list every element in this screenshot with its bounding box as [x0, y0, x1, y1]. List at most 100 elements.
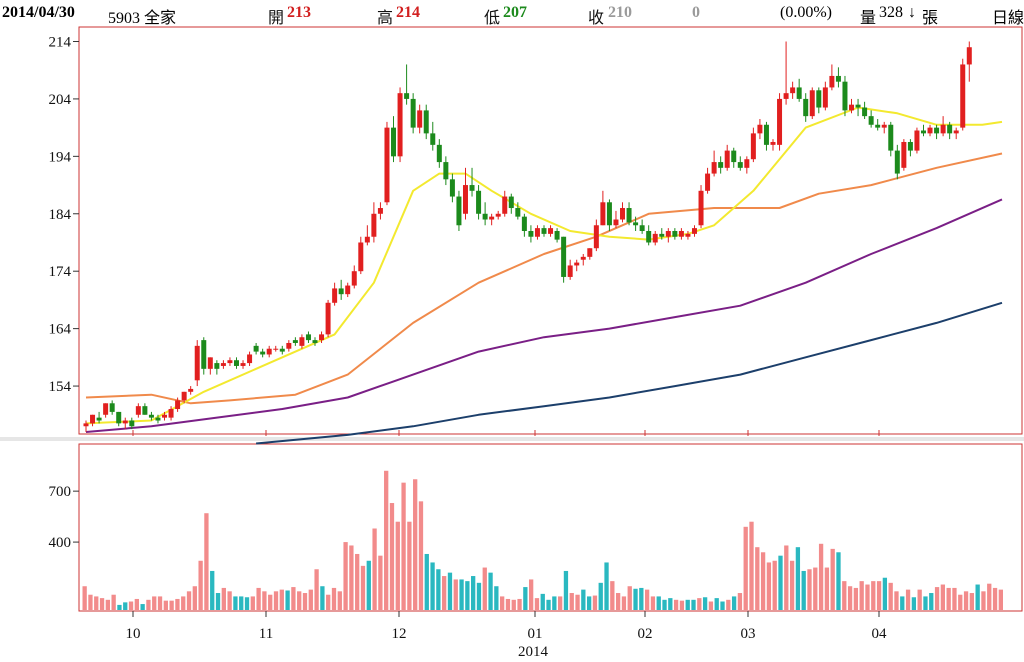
volume-bar: [876, 581, 882, 610]
candle: [561, 236, 567, 283]
candle: [508, 193, 514, 214]
volume-bar: [900, 596, 905, 610]
volume-bar: [813, 567, 818, 610]
candle: [816, 87, 822, 114]
candle-body: [816, 90, 822, 108]
candle-body: [842, 81, 848, 111]
candle: [404, 64, 410, 105]
volume-bar: [934, 587, 940, 610]
candle-body: [233, 360, 239, 366]
panel-separator: [0, 437, 1024, 441]
candle: [731, 147, 737, 168]
candle-body: [129, 420, 135, 427]
candle: [849, 98, 855, 114]
volume-bar: [598, 582, 603, 610]
candle-body: [247, 354, 253, 364]
candle-body: [240, 363, 246, 366]
candle-body: [541, 228, 547, 234]
month-label: 03: [741, 626, 756, 642]
volume-bar: [650, 596, 656, 610]
candle: [855, 98, 861, 117]
candle: [914, 127, 920, 154]
candle-body: [364, 236, 370, 243]
candle: [646, 225, 652, 246]
candle: [901, 139, 907, 171]
volume-bar: [482, 567, 487, 610]
year-label: 2014: [518, 644, 549, 660]
candle-body: [665, 231, 671, 237]
candle-body: [750, 133, 756, 160]
candle-body: [292, 340, 298, 343]
volume-bar: [279, 589, 284, 610]
volume-bar: [494, 586, 499, 610]
volume-bar: [517, 598, 522, 610]
volume-bar: [326, 594, 331, 610]
candle-body: [907, 141, 913, 151]
candle-body: [567, 265, 573, 277]
volume-bar: [430, 562, 435, 610]
candle-body: [319, 334, 325, 341]
candle: [207, 357, 213, 375]
volume-bar: [592, 595, 598, 610]
volume-bar: [436, 569, 441, 610]
candle-body: [96, 417, 102, 421]
volume-bar: [413, 479, 418, 610]
candle: [606, 199, 612, 231]
volume-bar: [737, 593, 743, 610]
candle: [744, 156, 750, 174]
candle-body: [737, 162, 743, 168]
month-label: 01: [528, 626, 543, 642]
candle-body: [410, 98, 416, 128]
volume-tick-label: 700: [49, 484, 72, 500]
candle: [194, 340, 200, 387]
volume-panel-frame: [78, 443, 1023, 612]
candle: [724, 144, 730, 171]
candle: [763, 121, 769, 151]
price-tick-label: 174: [49, 264, 72, 280]
candle-body: [397, 93, 403, 157]
open-value: 213: [287, 4, 311, 21]
candle-body: [613, 219, 619, 226]
volume-bar: [157, 596, 163, 610]
volume-bar: [192, 586, 197, 610]
volume-bar: [882, 577, 888, 610]
candle-body: [770, 141, 776, 145]
candle-body: [299, 337, 305, 346]
candle-body: [731, 150, 737, 163]
volume-bar: [772, 560, 777, 610]
volume-bar: [644, 589, 650, 610]
candle-body: [947, 124, 953, 134]
candle: [705, 167, 711, 194]
change-value: 0: [692, 4, 700, 21]
candle-body: [639, 225, 645, 231]
candle: [325, 299, 331, 338]
candle: [430, 121, 436, 151]
candle: [410, 93, 416, 134]
volume-bar: [152, 596, 157, 610]
candle-body: [685, 233, 691, 237]
candle-body: [835, 75, 841, 82]
candle: [960, 58, 966, 131]
volume-bar: [82, 586, 87, 610]
volume-bar: [917, 589, 922, 610]
volume-bar: [702, 597, 708, 610]
volume-bar: [969, 593, 975, 610]
volume-bar: [807, 569, 812, 610]
candle-body: [691, 228, 697, 234]
volume-down-arrow-icon: ↓: [908, 4, 916, 21]
volume-unit: 張: [922, 10, 939, 27]
candle: [862, 101, 868, 120]
volume-bar: [923, 596, 928, 610]
candle-body: [476, 190, 482, 214]
candle-body: [253, 345, 259, 352]
volume-bar: [88, 594, 93, 610]
volume-bar: [297, 591, 302, 610]
candle-body: [849, 104, 855, 111]
candle-body: [574, 262, 580, 266]
candle: [548, 225, 554, 237]
volume-bar: [929, 593, 934, 610]
volume-bar: [221, 587, 226, 610]
candle: [750, 127, 756, 163]
candle: [502, 190, 508, 217]
candle-body: [148, 414, 154, 418]
